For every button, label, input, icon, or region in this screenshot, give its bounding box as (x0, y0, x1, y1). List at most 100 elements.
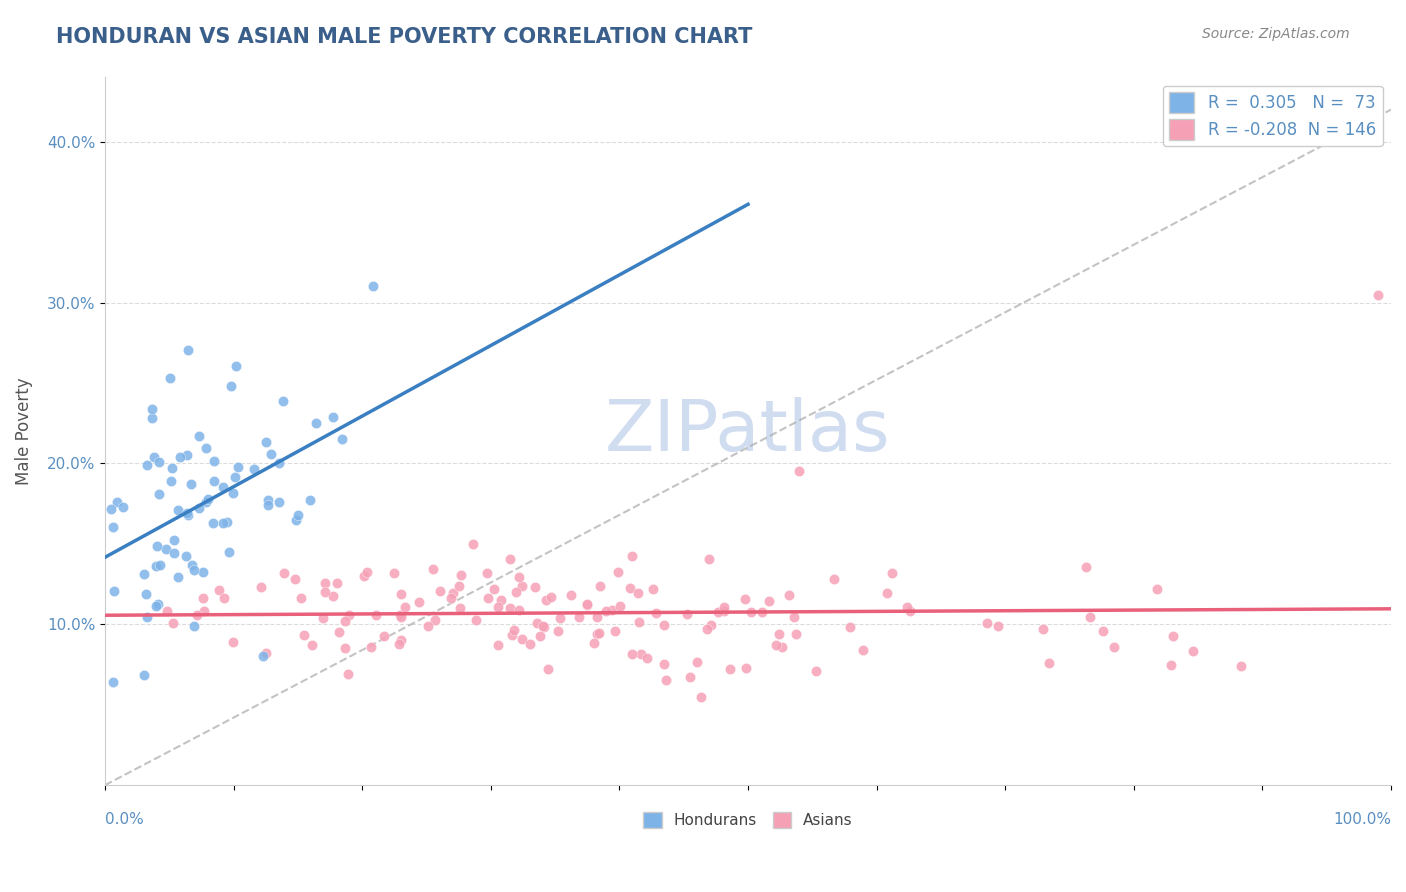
Point (290, 591, 312, 606)
Point (537, 662, 560, 676)
Point (389, 607, 412, 622)
Point (176, 448, 198, 462)
Point (373, 629, 395, 643)
Point (804, 664, 827, 678)
Point (250, 580, 273, 594)
Text: 0.0%: 0.0% (105, 812, 143, 827)
Point (765, 638, 787, 652)
Point (441, 585, 464, 599)
Point (132, 668, 155, 682)
Point (269, 457, 291, 471)
Point (718, 662, 741, 676)
Point (103, 520, 125, 534)
Point (156, 604, 179, 618)
Point (177, 508, 200, 523)
Text: Source: ZipAtlas.com: Source: ZipAtlas.com (1202, 27, 1350, 41)
Point (707, 605, 730, 619)
Point (489, 593, 512, 607)
Point (146, 540, 169, 554)
Point (252, 648, 274, 663)
Point (576, 598, 599, 612)
Point (519, 637, 541, 651)
Point (636, 651, 658, 665)
Y-axis label: Male Poverty: Male Poverty (15, 377, 32, 485)
Point (768, 626, 790, 640)
Point (689, 690, 711, 704)
Point (330, 433, 353, 447)
Point (898, 604, 921, 618)
Point (740, 606, 762, 620)
Point (356, 565, 378, 579)
Point (333, 641, 356, 656)
Point (418, 619, 440, 633)
Point (211, 480, 233, 494)
Point (326, 576, 349, 591)
Point (627, 586, 650, 600)
Point (148, 455, 170, 469)
Point (100, 501, 122, 516)
Point (1076, 560, 1098, 574)
Point (260, 447, 283, 461)
Point (499, 552, 522, 566)
Point (135, 609, 157, 624)
Point (697, 551, 720, 566)
Point (103, 675, 125, 690)
Point (447, 579, 470, 593)
Point (486, 638, 509, 652)
Point (176, 506, 198, 520)
Point (145, 559, 167, 574)
Point (575, 598, 598, 612)
Point (180, 477, 202, 491)
Point (136, 458, 159, 472)
Point (425, 613, 447, 627)
Point (586, 626, 609, 640)
Point (142, 450, 165, 465)
Point (167, 570, 190, 584)
Point (163, 533, 186, 547)
Point (785, 627, 807, 641)
Point (363, 279, 385, 293)
Point (547, 624, 569, 638)
Point (852, 642, 875, 657)
Point (976, 615, 998, 630)
Point (449, 601, 471, 615)
Point (1161, 629, 1184, 643)
Point (186, 607, 208, 622)
Point (141, 411, 163, 425)
Point (627, 615, 650, 629)
Point (267, 495, 290, 509)
Point (477, 566, 499, 581)
Point (328, 625, 350, 640)
Point (256, 493, 278, 508)
Point (222, 485, 245, 500)
Point (586, 610, 609, 624)
Point (193, 565, 215, 579)
Point (508, 603, 530, 617)
Point (644, 606, 666, 620)
Point (191, 591, 214, 606)
Text: 100.0%: 100.0% (1333, 812, 1391, 827)
Point (531, 619, 554, 633)
Point (145, 599, 167, 613)
Legend: Hondurans, Asians: Hondurans, Asians (637, 805, 859, 834)
Point (602, 602, 624, 616)
Point (1230, 658, 1253, 673)
Point (643, 582, 665, 596)
Point (501, 628, 523, 642)
Point (548, 610, 571, 624)
Point (197, 491, 219, 506)
Text: HONDURAN VS ASIAN MALE POVERTY CORRELATION CHART: HONDURAN VS ASIAN MALE POVERTY CORRELATI… (56, 27, 752, 46)
Point (135, 587, 157, 601)
Point (839, 620, 862, 634)
Point (465, 614, 488, 628)
Point (333, 614, 356, 628)
Point (394, 600, 416, 615)
Point (353, 569, 375, 583)
Point (149, 558, 172, 572)
Point (505, 584, 527, 599)
Point (751, 605, 773, 619)
Point (183, 619, 205, 633)
Point (284, 513, 307, 527)
Point (132, 567, 155, 582)
Point (167, 503, 190, 517)
